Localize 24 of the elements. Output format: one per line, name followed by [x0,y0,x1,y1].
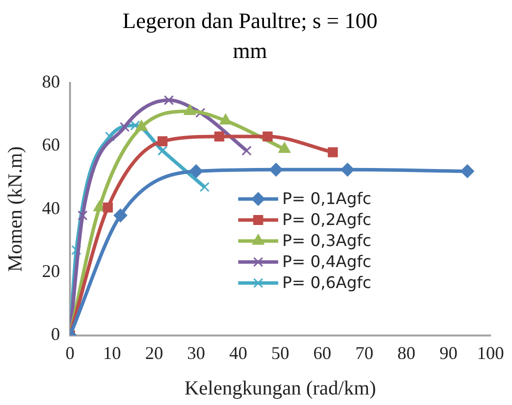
y-axis-title: Momen (kN.m) [4,146,26,272]
x-tick-label: 50 [271,342,290,363]
y-tick-label: 0 [51,324,60,344]
x-tick-label: 20 [145,342,164,363]
legend-label: P= 0,3Agfc [282,231,372,250]
y-tick-label: 40 [42,198,60,218]
legend-label: P= 0,2Agfc [282,210,372,230]
x-tick-label: 80 [397,342,416,363]
x-tick-label: 0 [66,342,74,363]
legend-label: P= 0,6Agfc [282,273,372,292]
x-tick-label: 100 [477,342,504,363]
x-tick-label: 70 [355,342,374,363]
x-tick-label: 90 [439,342,458,363]
chart-title: Legeron dan Paultre; s = 100 mm [122,7,378,65]
legend-label: P= 0,4Agfc [282,252,372,272]
y-tick-label: 80 [42,72,60,92]
x-tick-label: 40 [229,342,248,363]
x-tick-label: 60 [313,342,332,363]
x-axis-title: Kelengkungan (rad/km) [184,377,376,400]
legend-label: P= 0,1Agfc [282,189,372,208]
y-tick-label: 60 [42,134,60,155]
x-tick-label: 30 [187,342,206,363]
x-tick-label: 10 [103,342,122,363]
y-tick-label: 20 [42,260,60,281]
